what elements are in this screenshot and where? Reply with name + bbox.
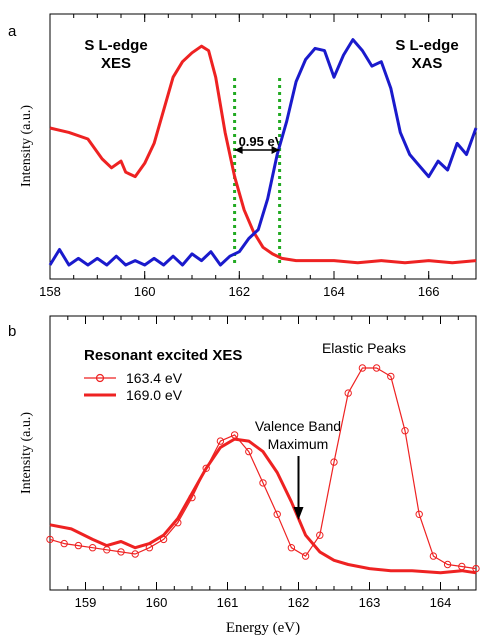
xas-label-line1: S L-edge bbox=[395, 37, 458, 54]
series-point-b-0 bbox=[401, 427, 409, 435]
valence-band-label-line1: Valence Band bbox=[255, 418, 341, 434]
x-tick-label-159: 159 bbox=[75, 595, 97, 610]
series-point-b-0 bbox=[287, 544, 296, 552]
series-point-b-0 bbox=[443, 560, 452, 569]
x-tick-label-162: 162 bbox=[228, 284, 250, 299]
series-point-b-0 bbox=[74, 541, 83, 550]
legend-label-169-0: 169.0 eV bbox=[126, 387, 183, 403]
series-point-b-0 bbox=[429, 552, 438, 560]
series-line-a-1 bbox=[48, 38, 478, 267]
series-point-b-0 bbox=[88, 544, 97, 552]
panel-b: b Intensity (a.u.) Energy (eV) Resonant … bbox=[8, 315, 480, 635]
series-point-b-0 bbox=[117, 548, 125, 556]
series-point-b-0 bbox=[245, 447, 253, 456]
series-point-b-0 bbox=[415, 510, 423, 518]
series-point-b-0 bbox=[131, 550, 139, 558]
series-point-b-0 bbox=[216, 437, 225, 445]
xes-label-line1: S L-edge bbox=[84, 37, 147, 54]
panel-b-x-axis-label: Energy (eV) bbox=[226, 620, 300, 635]
valence-band-label-line2: Maximum bbox=[268, 436, 329, 452]
series-point-b-0 bbox=[46, 535, 54, 544]
x-tick-label-164: 164 bbox=[430, 595, 452, 610]
legend-label-163-4: 163.4 eV bbox=[126, 370, 183, 386]
panel-a: a Intensity (a.u.) S L-edge XES S L-edge… bbox=[8, 13, 478, 299]
panel-a-y-axis-label: Intensity (a.u.) bbox=[19, 105, 34, 187]
series-point-b-0 bbox=[202, 464, 210, 472]
x-tick-label-161: 161 bbox=[217, 595, 239, 610]
x-tick-label-160: 160 bbox=[146, 595, 168, 610]
series-point-b-0 bbox=[259, 479, 267, 487]
gap-arrow-head-right bbox=[271, 146, 280, 154]
panel-a-label: a bbox=[8, 23, 17, 40]
legend-marker-163-4 bbox=[95, 373, 105, 383]
series-line-a-0 bbox=[49, 44, 477, 265]
panel-b-y-axis-label: Intensity (a.u.) bbox=[19, 412, 34, 494]
series-point-b-0 bbox=[273, 510, 281, 518]
vbm-arrow-head bbox=[293, 507, 304, 520]
gap-annotation-label: 0.95 eV bbox=[239, 134, 284, 149]
legend-title: Resonant excited XES bbox=[84, 347, 242, 364]
series-point-b-0 bbox=[372, 364, 381, 372]
elastic-peaks-label: Elastic Peaks bbox=[322, 340, 406, 356]
series-point-b-0 bbox=[387, 372, 395, 381]
xes-label-line2: XES bbox=[101, 55, 131, 72]
x-tick-label-162: 162 bbox=[288, 595, 310, 610]
gap-arrow-head-left bbox=[234, 146, 243, 154]
series-point-b-0 bbox=[301, 552, 310, 560]
x-tick-label-166: 166 bbox=[418, 284, 440, 299]
series-point-b-0 bbox=[60, 539, 68, 548]
x-tick-label-164: 164 bbox=[323, 284, 345, 299]
panel-b-label: b bbox=[8, 323, 16, 340]
series-line-b-0 bbox=[49, 367, 477, 570]
series-point-b-0 bbox=[330, 458, 338, 466]
series-point-b-0 bbox=[316, 531, 324, 539]
series-point-b-0 bbox=[344, 389, 352, 397]
series-point-b-0 bbox=[358, 364, 367, 372]
xas-label-line2: XAS bbox=[412, 55, 443, 72]
x-tick-label-163: 163 bbox=[359, 595, 381, 610]
x-tick-label-158: 158 bbox=[39, 284, 61, 299]
x-tick-label-160: 160 bbox=[134, 284, 156, 299]
series-line-b-1 bbox=[49, 437, 477, 575]
